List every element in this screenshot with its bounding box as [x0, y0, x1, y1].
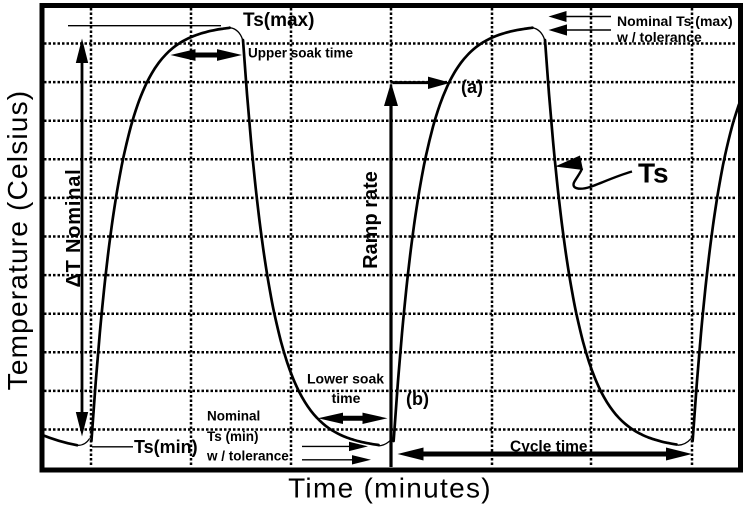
svg-text:Cycle time: Cycle time: [510, 439, 588, 456]
svg-text:Nominal Ts (max): Nominal Ts (max): [617, 13, 733, 29]
svg-text:Lower soak: Lower soak: [307, 371, 384, 387]
svg-text:ΔT Nominal: ΔT Nominal: [63, 168, 85, 287]
svg-text:(a): (a): [461, 77, 483, 97]
svg-text:Ts: Ts: [638, 158, 669, 189]
svg-text:Ts(max): Ts(max): [243, 10, 314, 31]
svg-text:w / tolerance: w / tolerance: [206, 449, 289, 464]
svg-text:time: time: [332, 390, 361, 406]
svg-text:w / tolerance: w / tolerance: [616, 29, 702, 45]
svg-text:Upper soak time: Upper soak time: [248, 46, 354, 61]
svg-text:Nominal: Nominal: [207, 409, 260, 424]
svg-text:Time (minutes): Time (minutes): [288, 473, 492, 504]
svg-text:Temperature (Celsius): Temperature (Celsius): [2, 90, 33, 391]
svg-text:Ts (min): Ts (min): [207, 429, 259, 444]
svg-text:Ts(min): Ts(min): [134, 437, 198, 457]
svg-text:Ramp rate: Ramp rate: [360, 171, 382, 269]
svg-text:(b): (b): [406, 389, 429, 409]
